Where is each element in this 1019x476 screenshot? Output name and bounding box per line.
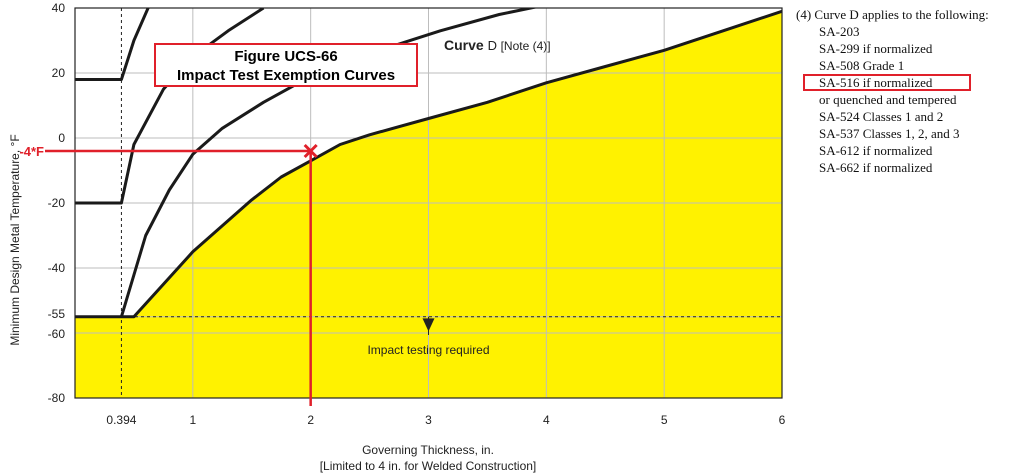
notes-item-3-highlighted: SA-516 if normalized bbox=[803, 74, 972, 91]
x-tick-label: 3 bbox=[425, 413, 432, 427]
exemption-curve-1 bbox=[75, 8, 265, 205]
x-tick-label: 5 bbox=[661, 413, 668, 427]
figure-subtitle: Impact Test Exemption Curves bbox=[176, 67, 396, 84]
plot-frame bbox=[74, 7, 783, 399]
marker-temp-label: -4*F bbox=[19, 144, 44, 159]
impact-testing-label: Impact testing required bbox=[367, 343, 489, 357]
x-tick-label: 6 bbox=[779, 413, 786, 427]
impact-arrow-head bbox=[422, 318, 435, 332]
y-tick-label: -60 bbox=[48, 327, 66, 341]
curve-d-notes: (4) Curve D applies to the following: SA… bbox=[796, 6, 989, 176]
x-axis-subtitle: [Limited to 4 in. for Welded Constructio… bbox=[320, 459, 537, 473]
x-axis-title: Governing Thickness, in. bbox=[362, 443, 494, 457]
y-tick-label: 40 bbox=[52, 1, 66, 15]
exemption-curve-d bbox=[75, 9, 782, 319]
notes-item-8: SA-662 if normalized bbox=[819, 160, 933, 175]
y-tick-label: -80 bbox=[48, 391, 66, 405]
figure-title: Figure UCS-66 bbox=[234, 48, 338, 65]
y-tick-label: 0 bbox=[58, 131, 65, 145]
marker-x-icon bbox=[303, 143, 318, 159]
figure-title-box: Figure UCS-66 Impact Test Exemption Curv… bbox=[154, 43, 418, 87]
x-tick-label: 2 bbox=[307, 413, 314, 427]
notes-item-2: SA-508 Grade 1 bbox=[819, 58, 905, 73]
y-tick-label: -20 bbox=[48, 196, 66, 210]
exemption-curve-0 bbox=[75, 8, 150, 81]
notes-item-7: SA-612 if normalized bbox=[819, 143, 933, 158]
x-tick-label: 1 bbox=[189, 413, 196, 427]
exemption-curve-2 bbox=[119, 8, 539, 318]
notes-item-5: SA-524 Classes 1 and 2 bbox=[819, 109, 944, 124]
notes-heading: (4) Curve D applies to the following: bbox=[796, 7, 989, 22]
y-axis-title: Minimum Design Metal Temperature, °F bbox=[8, 134, 22, 345]
notes-item-6: SA-537 Classes 1, 2, and 3 bbox=[819, 126, 960, 141]
y-tick-label: -40 bbox=[48, 261, 66, 275]
x-tick-label: 4 bbox=[543, 413, 550, 427]
notes-item-0: SA-203 bbox=[819, 24, 860, 39]
y-tick-label: 20 bbox=[52, 66, 66, 80]
curves bbox=[75, 8, 782, 319]
y-tick-label: -55 bbox=[48, 307, 66, 321]
notes-item-4: or quenched and tempered bbox=[819, 92, 957, 107]
curve-note: [Note (4)] bbox=[501, 39, 551, 53]
x-tick-label: 0.394 bbox=[106, 413, 136, 427]
curve-id: D bbox=[488, 38, 501, 53]
notes-item-1: SA-299 if normalized bbox=[819, 41, 933, 56]
curve-d-label: Curve D [Note (4)] bbox=[444, 37, 551, 53]
curve-word: Curve bbox=[444, 37, 488, 53]
